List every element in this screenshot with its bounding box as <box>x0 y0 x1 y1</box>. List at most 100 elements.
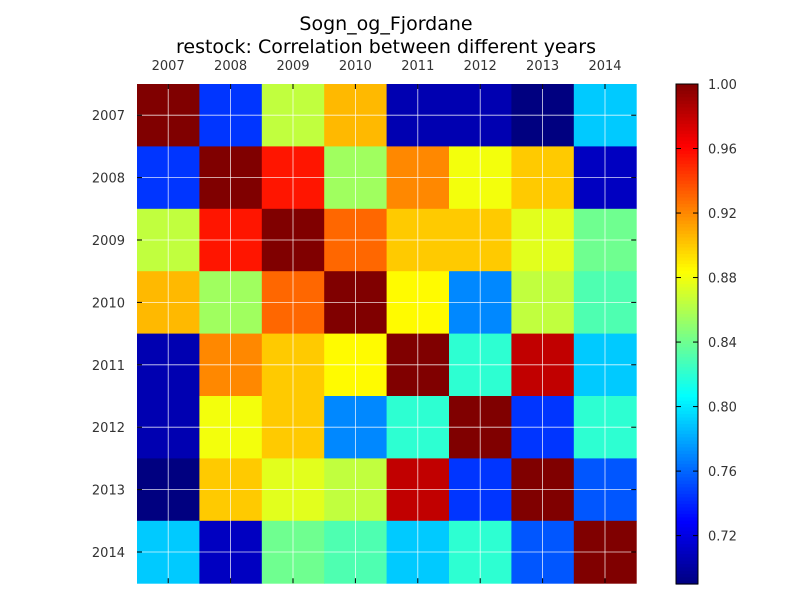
colorbar-segment <box>676 480 698 485</box>
colorbar-segment <box>676 234 698 238</box>
colorbar-segment <box>676 190 698 195</box>
y-tick-label: 2011 <box>92 359 125 374</box>
colorbar-segment <box>676 404 698 408</box>
colorbar-segment <box>676 444 698 448</box>
colorbar-segment <box>676 437 698 442</box>
colorbar-segment <box>676 87 698 92</box>
colorbar-segment <box>676 397 698 402</box>
colorbar-segment <box>676 274 698 278</box>
colorbar-segment <box>676 474 698 478</box>
colorbar-segment <box>676 220 698 225</box>
x-tick-label: 2008 <box>214 59 247 74</box>
colorbar-segment <box>676 330 698 335</box>
colorbar-segment <box>676 464 698 468</box>
colorbar-segment <box>676 547 698 552</box>
colorbar-segment <box>676 377 698 382</box>
x-tick-label: 2009 <box>276 59 309 74</box>
colorbar-segment <box>676 564 698 568</box>
colorbar-segment <box>676 277 698 282</box>
colorbar-segment <box>676 570 698 575</box>
colorbar-segment <box>676 214 698 218</box>
colorbar-segment <box>676 350 698 355</box>
colorbar-segment <box>676 107 698 112</box>
colorbar-segment <box>676 90 698 95</box>
colorbar-segment <box>676 170 698 175</box>
y-tick-label: 2010 <box>92 296 125 311</box>
colorbar-segment <box>676 247 698 252</box>
colorbar-segment <box>676 334 698 338</box>
colorbar-segment <box>676 227 698 232</box>
colorbar-segment <box>676 154 698 158</box>
y-tick-label: 2007 <box>92 109 125 124</box>
colorbar-segment <box>676 260 698 265</box>
colorbar-segment <box>676 104 698 108</box>
colorbar-segment <box>676 550 698 555</box>
colorbar-segment <box>676 364 698 368</box>
colorbar-segment <box>676 470 698 475</box>
colorbar-segment <box>676 120 698 125</box>
colorbar-segment <box>676 434 698 438</box>
colorbar: 0.72 0.76 0.80 0.84 0.88 0.92 0.96 1.00 <box>675 78 737 585</box>
colorbar-segment <box>676 187 698 192</box>
colorbar-segment <box>676 510 698 515</box>
colorbar-segment <box>676 540 698 545</box>
colorbar-segment <box>676 534 698 538</box>
colorbar-segment <box>676 370 698 375</box>
colorbar-segment <box>676 384 698 388</box>
colorbar-segment <box>676 420 698 425</box>
heatmap-grid <box>137 84 637 584</box>
colorbar-segment <box>676 394 698 398</box>
colorbar-segment <box>676 280 698 285</box>
colorbar-segment <box>676 127 698 132</box>
colorbar-segment <box>676 414 698 418</box>
colorbar-segment <box>676 427 698 432</box>
colorbar-segment <box>676 94 698 98</box>
colorbar-segment <box>676 290 698 295</box>
heatmap-cells <box>137 84 637 584</box>
colorbar-segment <box>676 237 698 242</box>
colorbar-segment <box>676 490 698 495</box>
colorbar-segment <box>676 477 698 482</box>
x-tick-label: 2010 <box>339 59 372 74</box>
colorbar-segment <box>676 337 698 342</box>
colorbar-segment <box>676 200 698 205</box>
colorbar-segment <box>676 270 698 275</box>
y-tick-label: 2012 <box>92 421 125 436</box>
colorbar-segment <box>676 264 698 268</box>
colorbar-segment <box>676 500 698 505</box>
colorbar-tick-label: 0.88 <box>708 272 737 287</box>
colorbar-segment <box>676 284 698 288</box>
y-tick-label: 2009 <box>92 234 125 249</box>
colorbar-segment <box>676 454 698 458</box>
colorbar-segment <box>676 387 698 392</box>
colorbar-segment <box>676 297 698 302</box>
colorbar-segment <box>676 517 698 522</box>
colorbar-tick-label: 0.72 <box>708 530 737 545</box>
colorbar-segment <box>676 557 698 562</box>
colorbar-segment <box>676 134 698 138</box>
colorbar-segment <box>676 567 698 572</box>
colorbar-segment <box>676 494 698 498</box>
colorbar-segment <box>676 487 698 492</box>
colorbar-segment <box>676 257 698 262</box>
colorbar-segment <box>676 240 698 245</box>
colorbar-segment <box>676 574 698 578</box>
colorbar-segment <box>676 317 698 322</box>
colorbar-segment <box>676 340 698 345</box>
colorbar-segment <box>676 410 698 415</box>
colorbar-segment <box>676 560 698 565</box>
colorbar-segment <box>676 457 698 462</box>
colorbar-segment <box>676 400 698 405</box>
x-tick-label: 2007 <box>152 59 185 74</box>
colorbar-tick-label: 0.92 <box>708 207 737 222</box>
colorbar-tick-label: 0.96 <box>708 143 737 158</box>
colorbar-segment <box>676 354 698 358</box>
colorbar-segment <box>676 417 698 422</box>
colorbar-segment <box>676 577 698 582</box>
colorbar-segment <box>676 544 698 548</box>
colorbar-segment <box>676 124 698 128</box>
colorbar-segment <box>676 230 698 235</box>
x-tick-label: 2014 <box>588 59 621 74</box>
y-tick-label: 2014 <box>92 546 125 561</box>
